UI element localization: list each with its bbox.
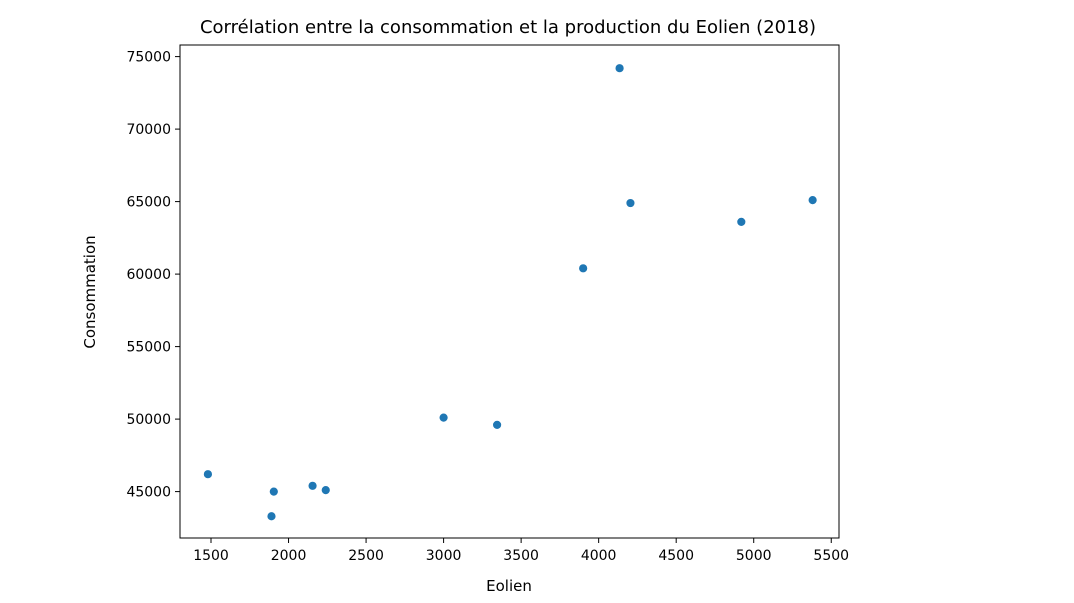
x-tick-label: 3000 — [426, 548, 462, 564]
x-tick-label: 3500 — [503, 548, 539, 564]
x-tick-label: 4000 — [581, 548, 617, 564]
scatter-point — [625, 198, 636, 208]
data-points — [203, 63, 818, 522]
scatter-point — [320, 485, 331, 496]
x-axis-ticks: 1500 2000 2500 3000 3500 4000 4500 5000 5500 — [193, 538, 849, 564]
y-axis-title: Consommation — [81, 235, 99, 348]
scatter-point — [203, 469, 213, 480]
scatter-point — [492, 419, 502, 430]
scatter-point — [307, 480, 318, 491]
scatter-point — [807, 195, 818, 206]
x-tick-label: 2000 — [271, 548, 307, 564]
x-tick-label: 2500 — [348, 548, 384, 564]
plot-frame — [179, 44, 840, 539]
y-tick-label: 55000 — [126, 340, 171, 356]
x-tick-label: 4500 — [658, 548, 694, 564]
scatter-point — [736, 216, 747, 227]
x-tick-label: 5500 — [813, 548, 849, 564]
y-tick-label: 45000 — [126, 485, 171, 501]
x-axis-title: Eolien — [486, 577, 532, 595]
scatter-point — [614, 63, 625, 74]
y-tick-label: 65000 — [126, 195, 171, 211]
y-axis-ticks: 45000 50000 55000 60000 65000 70000 75000 — [126, 50, 180, 501]
plot-area — [179, 44, 840, 539]
scatter-point — [578, 263, 589, 274]
scatter-point — [438, 412, 449, 423]
chart-title: Corrélation entre la consommation et la … — [200, 17, 816, 38]
y-tick-label: 70000 — [126, 122, 171, 138]
y-tick-label: 50000 — [126, 412, 171, 428]
y-tick-label: 60000 — [126, 267, 171, 283]
x-tick-label: 5000 — [736, 548, 772, 564]
scatter-point — [268, 486, 279, 497]
x-tick-label: 1500 — [193, 548, 229, 564]
scatter-point — [266, 511, 277, 522]
y-tick-label: 75000 — [126, 50, 171, 66]
